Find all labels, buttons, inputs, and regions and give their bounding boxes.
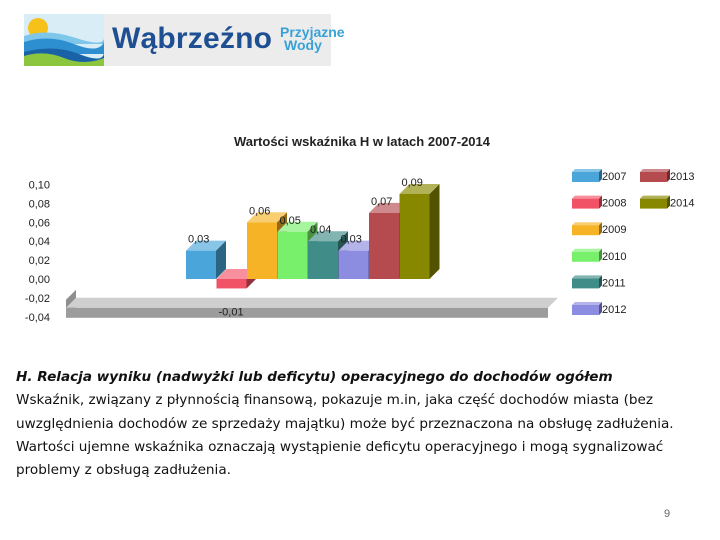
value-labels: 0,03 -0,01 0,06 0,05 0,04 0,03 0,07 0,09 bbox=[188, 177, 423, 319]
y-tick-label: 0,06 bbox=[29, 217, 50, 229]
bar-top bbox=[308, 231, 348, 242]
bar-front bbox=[216, 279, 247, 289]
legend-swatch-side bbox=[599, 169, 602, 182]
value-label: -0,01 bbox=[219, 306, 244, 318]
legend-swatch-side bbox=[667, 169, 670, 182]
legend-item-2014: 2014 bbox=[640, 195, 694, 210]
y-axis: 0,10 0,08 0,06 0,04 0,02 0,00 -0,02 -0,04 bbox=[25, 180, 50, 324]
bar-side bbox=[216, 240, 226, 279]
page-number: 9 bbox=[664, 508, 671, 520]
bar-front bbox=[399, 193, 430, 279]
bar-front bbox=[186, 250, 216, 279]
bar-top bbox=[399, 183, 440, 194]
legend-label: 2007 bbox=[602, 171, 626, 183]
bar-top bbox=[186, 240, 226, 251]
y-tick-label: 0,04 bbox=[29, 236, 50, 248]
bar-2014 bbox=[399, 183, 440, 279]
legend-label: 2008 bbox=[602, 198, 626, 210]
legend-item-2009: 2009 bbox=[572, 222, 626, 236]
legend-swatch bbox=[640, 172, 667, 182]
legend: 2007 2008 2009 2010 2011 2012 2013 2014 bbox=[572, 169, 694, 316]
y-tick-label: 0,02 bbox=[29, 255, 50, 267]
legend-item-2008: 2008 bbox=[572, 195, 626, 210]
legend-item-2012: 2012 bbox=[572, 302, 626, 316]
legend-label: 2009 bbox=[602, 224, 626, 236]
bar-front bbox=[338, 250, 369, 279]
legend-swatch bbox=[572, 198, 599, 209]
chart-title: Wartości wskaźnika H w latach 2007-2014 bbox=[234, 134, 491, 149]
value-label: 0,05 bbox=[280, 215, 301, 227]
value-label: 0,04 bbox=[310, 224, 331, 236]
chart-floor-top bbox=[66, 297, 558, 308]
bar-front bbox=[277, 231, 308, 279]
bars bbox=[186, 183, 440, 289]
value-label: 0,06 bbox=[249, 205, 270, 217]
bar-2010 bbox=[277, 221, 318, 279]
legend-swatch bbox=[572, 172, 599, 182]
chart-floor-front bbox=[66, 307, 548, 318]
legend-label: 2010 bbox=[602, 251, 626, 263]
y-tick-label: 0,10 bbox=[29, 180, 50, 192]
legend-swatch-top bbox=[572, 195, 602, 199]
bar-top bbox=[277, 221, 318, 232]
bar-front bbox=[247, 222, 277, 279]
legend-swatch bbox=[572, 278, 599, 289]
legend-swatch-side bbox=[599, 302, 602, 315]
legend-swatch bbox=[640, 198, 667, 209]
y-tick-label: -0,02 bbox=[25, 293, 50, 305]
bar-top bbox=[216, 269, 257, 279]
value-label: 0,07 bbox=[371, 196, 392, 208]
logo-tagline-line2: Wody bbox=[284, 37, 322, 53]
logo-wordmark: Wąbrzeźno bbox=[112, 22, 273, 55]
y-tick-label: 0,00 bbox=[29, 274, 50, 286]
bar-top bbox=[369, 202, 409, 213]
legend-swatch-top bbox=[572, 169, 602, 172]
legend-swatch-top bbox=[572, 302, 602, 305]
bar-front bbox=[308, 241, 338, 279]
value-label: 0,09 bbox=[402, 177, 423, 189]
legend-swatch-top bbox=[572, 248, 602, 252]
legend-swatch bbox=[572, 251, 599, 262]
city-logo: Wąbrzeźno Przyjazne Wody bbox=[24, 14, 345, 66]
legend-item-2013: 2013 bbox=[640, 169, 694, 183]
logo-graphic bbox=[24, 14, 331, 66]
bar-front bbox=[369, 212, 399, 279]
value-label: 0,03 bbox=[341, 234, 362, 246]
legend-item-2007: 2007 bbox=[572, 169, 626, 183]
bar-top bbox=[247, 212, 287, 223]
legend-swatch-top bbox=[640, 195, 670, 199]
legend-swatch bbox=[572, 305, 599, 315]
legend-swatch-top bbox=[572, 275, 602, 279]
value-label: 0,03 bbox=[188, 234, 209, 246]
legend-swatch bbox=[572, 225, 599, 236]
description-heading: H. Relacja wyniku (nadwyżki lub deficytu… bbox=[16, 369, 613, 385]
legend-item-2010: 2010 bbox=[572, 248, 626, 263]
legend-swatch-side bbox=[599, 275, 602, 289]
description: H. Relacja wyniku (nadwyżki lub deficytu… bbox=[16, 366, 706, 482]
legend-label: 2014 bbox=[670, 198, 694, 210]
legend-swatch-top bbox=[640, 169, 670, 172]
bar-2007 bbox=[186, 240, 226, 279]
chart: Wartości wskaźnika H w latach 2007-2014 … bbox=[25, 134, 695, 324]
legend-swatch-side bbox=[599, 195, 602, 209]
y-tick-label: -0,04 bbox=[25, 312, 50, 324]
chart-floor bbox=[66, 289, 558, 318]
legend-label: 2011 bbox=[602, 277, 626, 289]
bar-2011 bbox=[308, 231, 348, 279]
legend-swatch-side bbox=[667, 195, 670, 209]
logo-tagline-line1: Przyjazne bbox=[280, 24, 345, 40]
bar-top bbox=[338, 240, 379, 251]
logo-tagline: Przyjazne Wody bbox=[280, 24, 350, 53]
legend-swatch-side bbox=[599, 248, 602, 262]
bar-side bbox=[429, 183, 440, 279]
description-body: Wskaźnik, związany z płynnością finansow… bbox=[16, 392, 674, 479]
legend-item-2011: 2011 bbox=[572, 275, 626, 289]
legend-swatch-top bbox=[572, 222, 602, 226]
legend-label: 2013 bbox=[670, 171, 694, 183]
legend-swatch-side bbox=[599, 222, 602, 236]
y-tick-label: 0,08 bbox=[29, 198, 50, 210]
legend-label: 2012 bbox=[602, 304, 626, 316]
